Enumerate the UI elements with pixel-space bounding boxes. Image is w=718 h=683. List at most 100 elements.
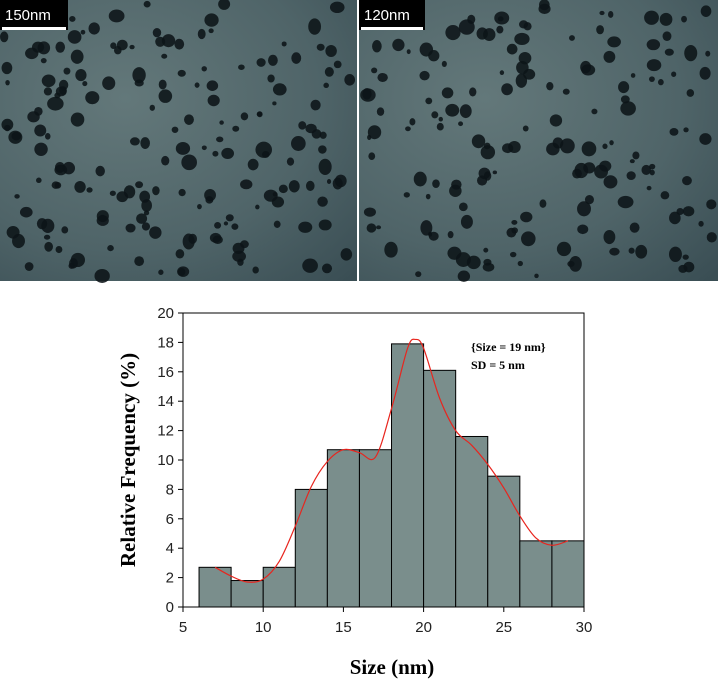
particle-dot [298, 121, 307, 130]
particle-dot [134, 256, 145, 267]
particle-dot [523, 22, 532, 31]
particle-dot [520, 211, 533, 223]
particle-dot [577, 201, 591, 217]
particle-dot [682, 206, 695, 217]
particle-dot [82, 81, 88, 87]
particle-dot [376, 107, 385, 116]
histogram-bar [551, 540, 585, 608]
particle-dot [681, 15, 687, 23]
y-tick-label: 14 [157, 393, 174, 410]
particle-dot [367, 125, 382, 140]
annotation-mean-size: {Size = 19 nm} [471, 340, 546, 354]
particle-dot [649, 169, 655, 176]
particle-dot [206, 80, 219, 91]
particle-dot [649, 163, 656, 170]
particle-dot [494, 11, 510, 25]
particle-dot [175, 142, 191, 155]
particle-dot [549, 114, 563, 127]
particle-dot [178, 188, 186, 197]
particle-dot [36, 218, 48, 230]
particle-dot [682, 254, 689, 260]
particle-dot [678, 264, 688, 273]
particle-dot [6, 225, 20, 239]
particle-dot [492, 170, 498, 175]
particle-dot [664, 48, 674, 56]
particle-dot [1, 61, 13, 75]
histogram-bar [230, 580, 264, 608]
particle-dot [158, 79, 167, 90]
particle-dot [376, 225, 382, 230]
particle-dot [648, 76, 655, 82]
particle-dot [272, 101, 277, 106]
particle-dot [660, 191, 670, 200]
particle-dot [95, 165, 105, 177]
particle-dot [305, 123, 317, 134]
particle-dot [19, 206, 33, 218]
particle-dot [657, 79, 664, 86]
particle-dot [431, 111, 439, 119]
particle-dot [67, 30, 82, 44]
particle-dot [317, 196, 328, 207]
particle-dot [671, 71, 677, 77]
particle-dot [556, 241, 572, 257]
particle-dot [135, 181, 144, 189]
particle-dot [43, 87, 53, 96]
particle-dot [252, 266, 259, 274]
particle-dot [24, 262, 34, 271]
particle-dot [501, 83, 513, 96]
particle-dot [522, 125, 529, 132]
particle-dot [480, 145, 496, 160]
y-tick-label: 4 [166, 540, 174, 557]
particle-dot [432, 179, 440, 188]
particle-dot [684, 45, 698, 62]
particle-dot [618, 81, 630, 94]
particle-dot [392, 38, 405, 52]
particle-dot [207, 94, 220, 107]
particle-dot [256, 58, 266, 67]
particle-dot [371, 67, 378, 74]
particle-dot [152, 28, 162, 38]
particle-dot [626, 171, 636, 180]
particle-dot [54, 182, 62, 189]
particle-dot [34, 142, 48, 156]
particle-dot [8, 130, 23, 144]
particle-dot [288, 180, 300, 193]
particle-dot [603, 50, 616, 63]
particle-dot [36, 177, 42, 184]
particle-dot [420, 220, 433, 236]
particle-dots-right [360, 0, 717, 282]
scale-bar-line-right [361, 27, 423, 30]
particle-dot [329, 1, 345, 14]
particle-dot [363, 207, 376, 217]
particle-dot [368, 152, 376, 160]
particle-dot [686, 89, 695, 97]
particle-dot [171, 126, 179, 133]
particle-dot [539, 199, 547, 208]
particle-dot [366, 223, 377, 233]
particle-dot [509, 251, 517, 258]
x-axis-ticks: 5 10 15 20 25 30 [179, 607, 592, 636]
particle-dot [318, 219, 332, 231]
particle-dot [441, 60, 447, 67]
particle-dot [109, 190, 116, 196]
particle-dot [538, 3, 551, 14]
particle-dot [140, 137, 150, 150]
particle-dot [55, 245, 63, 254]
particle-dot [617, 195, 634, 209]
histogram-bar [326, 449, 360, 608]
particle-dot [609, 140, 614, 146]
particle-dot [406, 49, 411, 55]
particle-dot [457, 270, 471, 282]
particle-dot [609, 247, 620, 256]
particle-dot [197, 203, 202, 210]
particle-dot [208, 28, 214, 34]
particle-dot [44, 241, 53, 252]
particle-dot [286, 157, 295, 166]
particle-dot [321, 263, 333, 274]
particle-dot [316, 43, 325, 51]
particle-dot [255, 204, 260, 210]
particle-dot [232, 250, 246, 262]
particle-dot [333, 60, 342, 69]
particle-dot [70, 112, 85, 127]
particle-dot [581, 141, 597, 157]
